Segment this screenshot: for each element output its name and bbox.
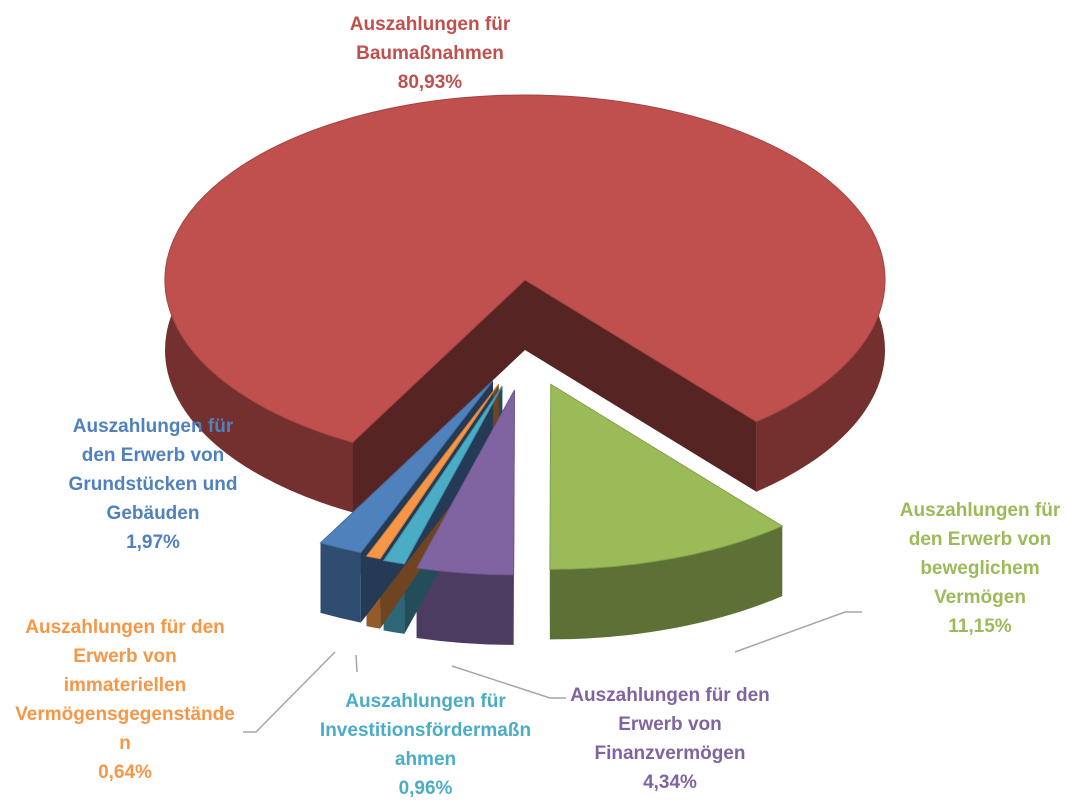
slice-name: Auszahlungen für den Erwerb von beweglic… — [899, 500, 1061, 608]
slice-value: 0,64% — [98, 762, 152, 783]
slice-name: Auszahlungen für den Erwerb von Grundstü… — [68, 416, 238, 524]
slice-wall — [525, 280, 757, 492]
slice — [549, 383, 784, 570]
data-label: Auszahlungen für Baumaßnahmen 80,93% — [330, 10, 530, 97]
slice — [164, 94, 886, 443]
slice-value: 11,15% — [948, 616, 1012, 637]
slice-wall — [320, 380, 493, 613]
slice — [365, 383, 500, 560]
leader-line — [243, 651, 336, 733]
leader-lines — [243, 611, 862, 733]
slice-name: Auszahlungen für den Erwerb von immateri… — [15, 617, 235, 754]
slice-tops — [164, 94, 886, 576]
slice-value: 0,96% — [398, 778, 453, 799]
slice-value: 4,34% — [643, 772, 697, 793]
slice-rim — [320, 542, 361, 623]
data-label: Auszahlungen für Investitionsfördermaßna… — [318, 687, 533, 803]
slice — [382, 385, 503, 565]
leader-line — [355, 654, 358, 673]
slice-wall — [352, 280, 525, 513]
slice-name: Auszahlungen für Baumaßnahmen — [349, 14, 511, 64]
slice — [319, 380, 494, 554]
leader-line — [451, 665, 566, 699]
slice — [415, 389, 516, 576]
leader-line — [734, 611, 862, 653]
slice-rim — [416, 567, 514, 645]
slice-name: Auszahlungen für Investitionsfördermaßna… — [319, 691, 532, 770]
data-label: Auszahlungen für den Erwerb von Finanzve… — [565, 681, 775, 797]
slice-rim — [549, 526, 783, 640]
data-label: Auszahlungen für den Erwerb von Grundstü… — [58, 412, 248, 557]
slice-value: 1,97% — [126, 532, 180, 553]
data-label: Auszahlungen für den Erwerb von beweglic… — [885, 496, 1068, 641]
slice-value: 80,93% — [397, 72, 463, 93]
slice-name: Auszahlungen für den Erwerb von Finanzve… — [570, 685, 770, 764]
data-label: Auszahlungen für den Erwerb von immateri… — [15, 613, 235, 787]
